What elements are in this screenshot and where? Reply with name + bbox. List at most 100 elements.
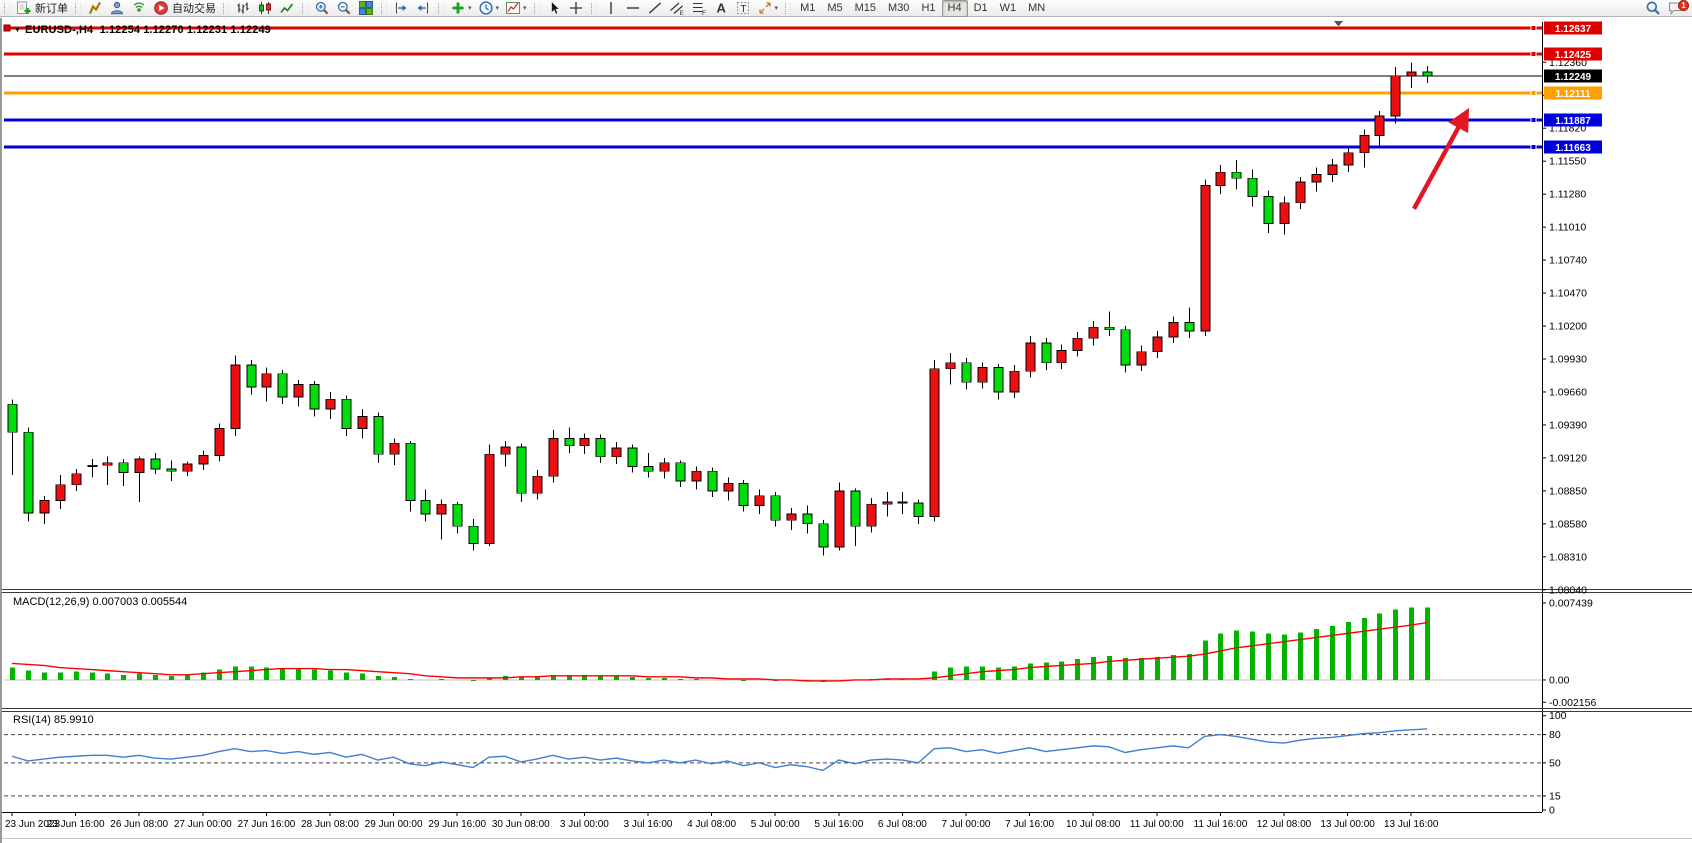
notification-badge: 1 bbox=[1678, 0, 1689, 11]
horizontal-level-lines[interactable] bbox=[3, 24, 1542, 150]
autotrading-button[interactable]: 自动交易 bbox=[150, 0, 219, 17]
chat-button[interactable]: 1 bbox=[1664, 0, 1689, 17]
fibonacci-button[interactable]: F bbox=[688, 0, 710, 17]
text-button[interactable]: A bbox=[710, 0, 732, 17]
timeframe-label: M30 bbox=[888, 2, 910, 14]
chart-canvas[interactable]: 1.123601.120901.118201.115501.112801.110… bbox=[2, 18, 1692, 843]
timeframe-M1-button[interactable]: M1 bbox=[794, 0, 821, 17]
toolbar-group-order: 新订单 bbox=[2, 0, 73, 17]
text-label-button[interactable]: T bbox=[732, 0, 754, 17]
arrows-button[interactable]: ▾ bbox=[754, 0, 782, 17]
trend-arrow-annotation[interactable] bbox=[1412, 108, 1470, 210]
autotrading-icon bbox=[153, 0, 169, 16]
line-handle[interactable] bbox=[1530, 90, 1537, 96]
horizontal-line-button[interactable] bbox=[622, 0, 644, 17]
data-window-button[interactable] bbox=[106, 0, 128, 17]
market-watch-button[interactable] bbox=[84, 0, 106, 17]
navigator-button[interactable] bbox=[128, 0, 150, 17]
time-tick-label: 29 Jun 00:00 bbox=[365, 819, 423, 830]
candle-body bbox=[929, 368, 940, 517]
timeframe-W1-button[interactable]: W1 bbox=[994, 0, 1023, 17]
bar-chart-button[interactable] bbox=[232, 0, 254, 17]
rsi-scale-label: 0 bbox=[1549, 805, 1555, 817]
periods-button[interactable]: ▾ bbox=[475, 0, 503, 17]
zoom-in-icon bbox=[314, 0, 330, 16]
time-tick-label: 3 Jul 00:00 bbox=[560, 819, 609, 830]
candle-body bbox=[1247, 177, 1258, 198]
price-tick-label: 1.10470 bbox=[1549, 288, 1587, 300]
price-badge-label: 1.12425 bbox=[1555, 50, 1592, 61]
auto-scroll-button[interactable] bbox=[412, 0, 434, 17]
toolbar-group-zoom bbox=[300, 0, 379, 17]
macd-panel[interactable] bbox=[4, 607, 1542, 683]
timeframe-H1-button[interactable]: H1 bbox=[915, 0, 941, 17]
price-tick-label: 1.08310 bbox=[1549, 551, 1587, 563]
timeframe-H4-button[interactable]: H4 bbox=[941, 0, 968, 17]
line-handle[interactable] bbox=[1530, 25, 1537, 31]
templates-button[interactable]: ▾ bbox=[502, 0, 530, 17]
candlestick-series[interactable] bbox=[7, 62, 1433, 556]
search-button[interactable] bbox=[1642, 0, 1664, 17]
rsi-line[interactable] bbox=[11, 728, 1428, 772]
candle-body bbox=[1120, 329, 1131, 366]
zoom-in-button[interactable] bbox=[311, 0, 333, 17]
candle-body bbox=[723, 483, 734, 492]
chart-shift-marker bbox=[1334, 21, 1343, 27]
time-tick-label: 11 Jul 00:00 bbox=[1130, 819, 1184, 830]
candle-body bbox=[1152, 336, 1163, 353]
trendline-button[interactable] bbox=[644, 0, 666, 17]
price-badge-label: 1.11887 bbox=[1555, 116, 1591, 127]
candle-body bbox=[39, 500, 50, 514]
fibonacci-icon: F bbox=[691, 0, 707, 16]
line-anchor-handle[interactable] bbox=[3, 24, 11, 32]
candle-body bbox=[71, 473, 82, 486]
macd-scale-label: -0.002156 bbox=[1549, 697, 1596, 709]
line-chart-button[interactable] bbox=[276, 0, 298, 17]
timeframe-D1-button[interactable]: D1 bbox=[968, 0, 994, 17]
timeframe-label: H4 bbox=[947, 2, 962, 14]
candle-chart-button[interactable] bbox=[254, 0, 276, 17]
candle-body bbox=[1374, 115, 1385, 136]
rsi-panel[interactable] bbox=[4, 728, 1542, 797]
price-badge bbox=[1544, 47, 1602, 61]
candle-body bbox=[897, 501, 908, 504]
chevron-down-icon[interactable]: ▾ bbox=[523, 5, 527, 12]
line-handle[interactable] bbox=[1530, 51, 1537, 57]
chevron-down-icon[interactable]: ▾ bbox=[495, 5, 500, 12]
price-badge bbox=[1544, 140, 1602, 154]
indicators-button[interactable]: ▾ bbox=[447, 0, 475, 17]
equidistant-channel-button[interactable]: E bbox=[666, 0, 688, 17]
candle-body bbox=[1088, 326, 1099, 339]
candle-body bbox=[357, 415, 368, 430]
macd-signal-line[interactable] bbox=[11, 621, 1428, 682]
chart-window[interactable]: 1.123601.120901.118201.115501.112801.110… bbox=[0, 18, 1692, 843]
candle-body bbox=[277, 373, 288, 398]
chevron-down-icon[interactable]: ▾ bbox=[468, 5, 472, 12]
chart-shift-button[interactable] bbox=[390, 0, 412, 17]
chevron-down-icon[interactable]: ▾ bbox=[774, 5, 779, 12]
line-handle[interactable] bbox=[1530, 117, 1537, 123]
timeframe-M30-button[interactable]: M30 bbox=[882, 0, 915, 17]
candle-body bbox=[1295, 181, 1306, 204]
price-tick-label: 1.08580 bbox=[1549, 518, 1587, 530]
line-handle[interactable] bbox=[1530, 144, 1537, 150]
timeframe-M15-button[interactable]: M15 bbox=[849, 0, 882, 17]
zoom-out-icon bbox=[336, 0, 352, 16]
rsi-scale-label: 100 bbox=[1549, 710, 1567, 722]
toolbar: 新订单 自动交易 ▾ ▾ ▾ E F A T ▾ M1 M5 M15 M30 H1 H4 D1 W1 MN 1 bbox=[0, 0, 1692, 17]
candle-body bbox=[230, 364, 241, 430]
new-order-button[interactable]: 新订单 bbox=[13, 0, 71, 17]
crosshair-button[interactable] bbox=[565, 0, 587, 17]
zoom-out-button[interactable] bbox=[333, 0, 355, 17]
auto-scroll-icon bbox=[415, 0, 431, 16]
vertical-line-button[interactable] bbox=[600, 0, 622, 17]
tile-windows-button[interactable] bbox=[355, 0, 377, 17]
candle-body bbox=[182, 463, 193, 472]
time-tick-label: 6 Jul 08:00 bbox=[878, 819, 927, 830]
time-tick-label: 11 Jul 16:00 bbox=[1194, 819, 1248, 830]
timeframe-M5-button[interactable]: M5 bbox=[821, 0, 848, 17]
cursor-button[interactable] bbox=[543, 0, 565, 17]
price-badges: 1.12637 1.12425 1.12249 1.12111 1.11887 1.116… bbox=[1544, 21, 1602, 154]
time-tick-label: 4 Jul 08:00 bbox=[687, 819, 736, 830]
timeframe-MN-button[interactable]: MN bbox=[1022, 0, 1051, 17]
